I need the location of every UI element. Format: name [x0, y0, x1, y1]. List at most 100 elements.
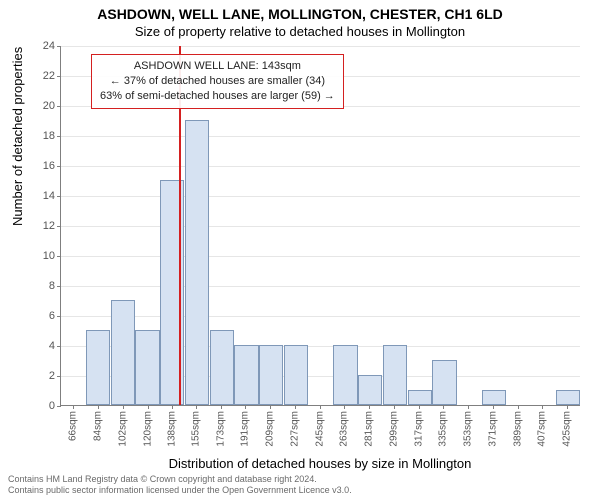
xtick-mark: [567, 405, 568, 409]
xtick-mark: [419, 405, 420, 409]
xtick-mark: [295, 405, 296, 409]
xtick-label: 353sqm: [463, 411, 474, 447]
xtick-mark: [344, 405, 345, 409]
ytick-mark: [57, 256, 61, 257]
histogram-chart: ASHDOWN, WELL LANE, MOLLINGTON, CHESTER,…: [0, 0, 600, 500]
ytick-label: 20: [43, 100, 55, 112]
credits-line-1: Contains HM Land Registry data © Crown c…: [8, 474, 317, 484]
y-axis-label: Number of detached properties: [10, 47, 25, 226]
xtick-label: 138sqm: [167, 411, 178, 447]
xtick-mark: [320, 405, 321, 409]
ytick-mark: [57, 196, 61, 197]
xtick-label: 263sqm: [339, 411, 350, 447]
xtick-label: 191sqm: [240, 411, 251, 447]
xtick-label: 407sqm: [537, 411, 548, 447]
histogram-bar: [284, 345, 308, 405]
histogram-bar: [556, 390, 580, 405]
xtick-label: 299sqm: [388, 411, 399, 447]
ytick-mark: [57, 136, 61, 137]
histogram-bar: [383, 345, 407, 405]
xtick-mark: [394, 405, 395, 409]
xtick-label: 371sqm: [487, 411, 498, 447]
gridline: [61, 226, 580, 227]
chart-title: ASHDOWN, WELL LANE, MOLLINGTON, CHESTER,…: [0, 6, 600, 22]
gridline: [61, 316, 580, 317]
xtick-label: 245sqm: [314, 411, 325, 447]
xtick-mark: [73, 405, 74, 409]
xtick-label: 155sqm: [190, 411, 201, 447]
histogram-bar: [358, 375, 382, 405]
ytick-mark: [57, 376, 61, 377]
xtick-mark: [148, 405, 149, 409]
ytick-label: 2: [49, 370, 55, 382]
xtick-mark: [493, 405, 494, 409]
gridline: [61, 256, 580, 257]
xtick-mark: [270, 405, 271, 409]
xtick-label: 102sqm: [117, 411, 128, 447]
annotation-line: ASHDOWN WELL LANE: 143sqm: [100, 59, 335, 74]
annotation-line: ← 37% of detached houses are smaller (34…: [100, 74, 335, 89]
xtick-mark: [443, 405, 444, 409]
xtick-label: 335sqm: [438, 411, 449, 447]
ytick-label: 18: [43, 130, 55, 142]
annotation-box: ASHDOWN WELL LANE: 143sqm← 37% of detach…: [91, 54, 344, 109]
xtick-mark: [369, 405, 370, 409]
histogram-bar: [210, 330, 234, 405]
ytick-mark: [57, 346, 61, 347]
xtick-label: 425sqm: [562, 411, 573, 447]
ytick-label: 0: [49, 400, 55, 412]
ytick-mark: [57, 226, 61, 227]
xtick-label: 227sqm: [289, 411, 300, 447]
ytick-mark: [57, 316, 61, 317]
xtick-label: 281sqm: [364, 411, 375, 447]
ytick-label: 22: [43, 70, 55, 82]
xtick-mark: [542, 405, 543, 409]
xtick-mark: [518, 405, 519, 409]
ytick-mark: [57, 406, 61, 407]
histogram-bar: [482, 390, 506, 405]
xtick-label: 317sqm: [413, 411, 424, 447]
xtick-label: 173sqm: [215, 411, 226, 447]
gridline: [61, 46, 580, 47]
xtick-label: 120sqm: [142, 411, 153, 447]
histogram-bar: [86, 330, 110, 405]
gridline: [61, 136, 580, 137]
xtick-label: 209sqm: [265, 411, 276, 447]
xtick-mark: [245, 405, 246, 409]
ytick-mark: [57, 76, 61, 77]
histogram-bar: [333, 345, 357, 405]
chart-subtitle: Size of property relative to detached ho…: [0, 24, 600, 39]
histogram-bar: [408, 390, 432, 405]
ytick-mark: [57, 286, 61, 287]
ytick-label: 10: [43, 250, 55, 262]
xtick-label: 66sqm: [68, 411, 79, 441]
xtick-label: 389sqm: [512, 411, 523, 447]
ytick-label: 16: [43, 160, 55, 172]
histogram-bar: [259, 345, 283, 405]
x-axis-label: Distribution of detached houses by size …: [60, 456, 580, 471]
histogram-bar: [135, 330, 159, 405]
xtick-mark: [98, 405, 99, 409]
xtick-mark: [172, 405, 173, 409]
gridline: [61, 286, 580, 287]
histogram-bar: [185, 120, 209, 405]
ytick-mark: [57, 46, 61, 47]
histogram-bar: [432, 360, 456, 405]
ytick-label: 24: [43, 40, 55, 52]
ytick-mark: [57, 166, 61, 167]
annotation-line: 63% of semi-detached houses are larger (…: [100, 89, 335, 104]
gridline: [61, 166, 580, 167]
ytick-label: 14: [43, 190, 55, 202]
attribution-text: Contains HM Land Registry data © Crown c…: [8, 474, 592, 496]
xtick-mark: [468, 405, 469, 409]
ytick-label: 12: [43, 220, 55, 232]
xtick-label: 84sqm: [93, 411, 104, 441]
credits-line-2: Contains public sector information licen…: [8, 485, 352, 495]
gridline: [61, 196, 580, 197]
histogram-bar: [111, 300, 135, 405]
plot-area: 02468101214161820222466sqm84sqm102sqm120…: [60, 46, 580, 406]
ytick-label: 8: [49, 280, 55, 292]
xtick-mark: [221, 405, 222, 409]
ytick-label: 4: [49, 340, 55, 352]
xtick-mark: [196, 405, 197, 409]
